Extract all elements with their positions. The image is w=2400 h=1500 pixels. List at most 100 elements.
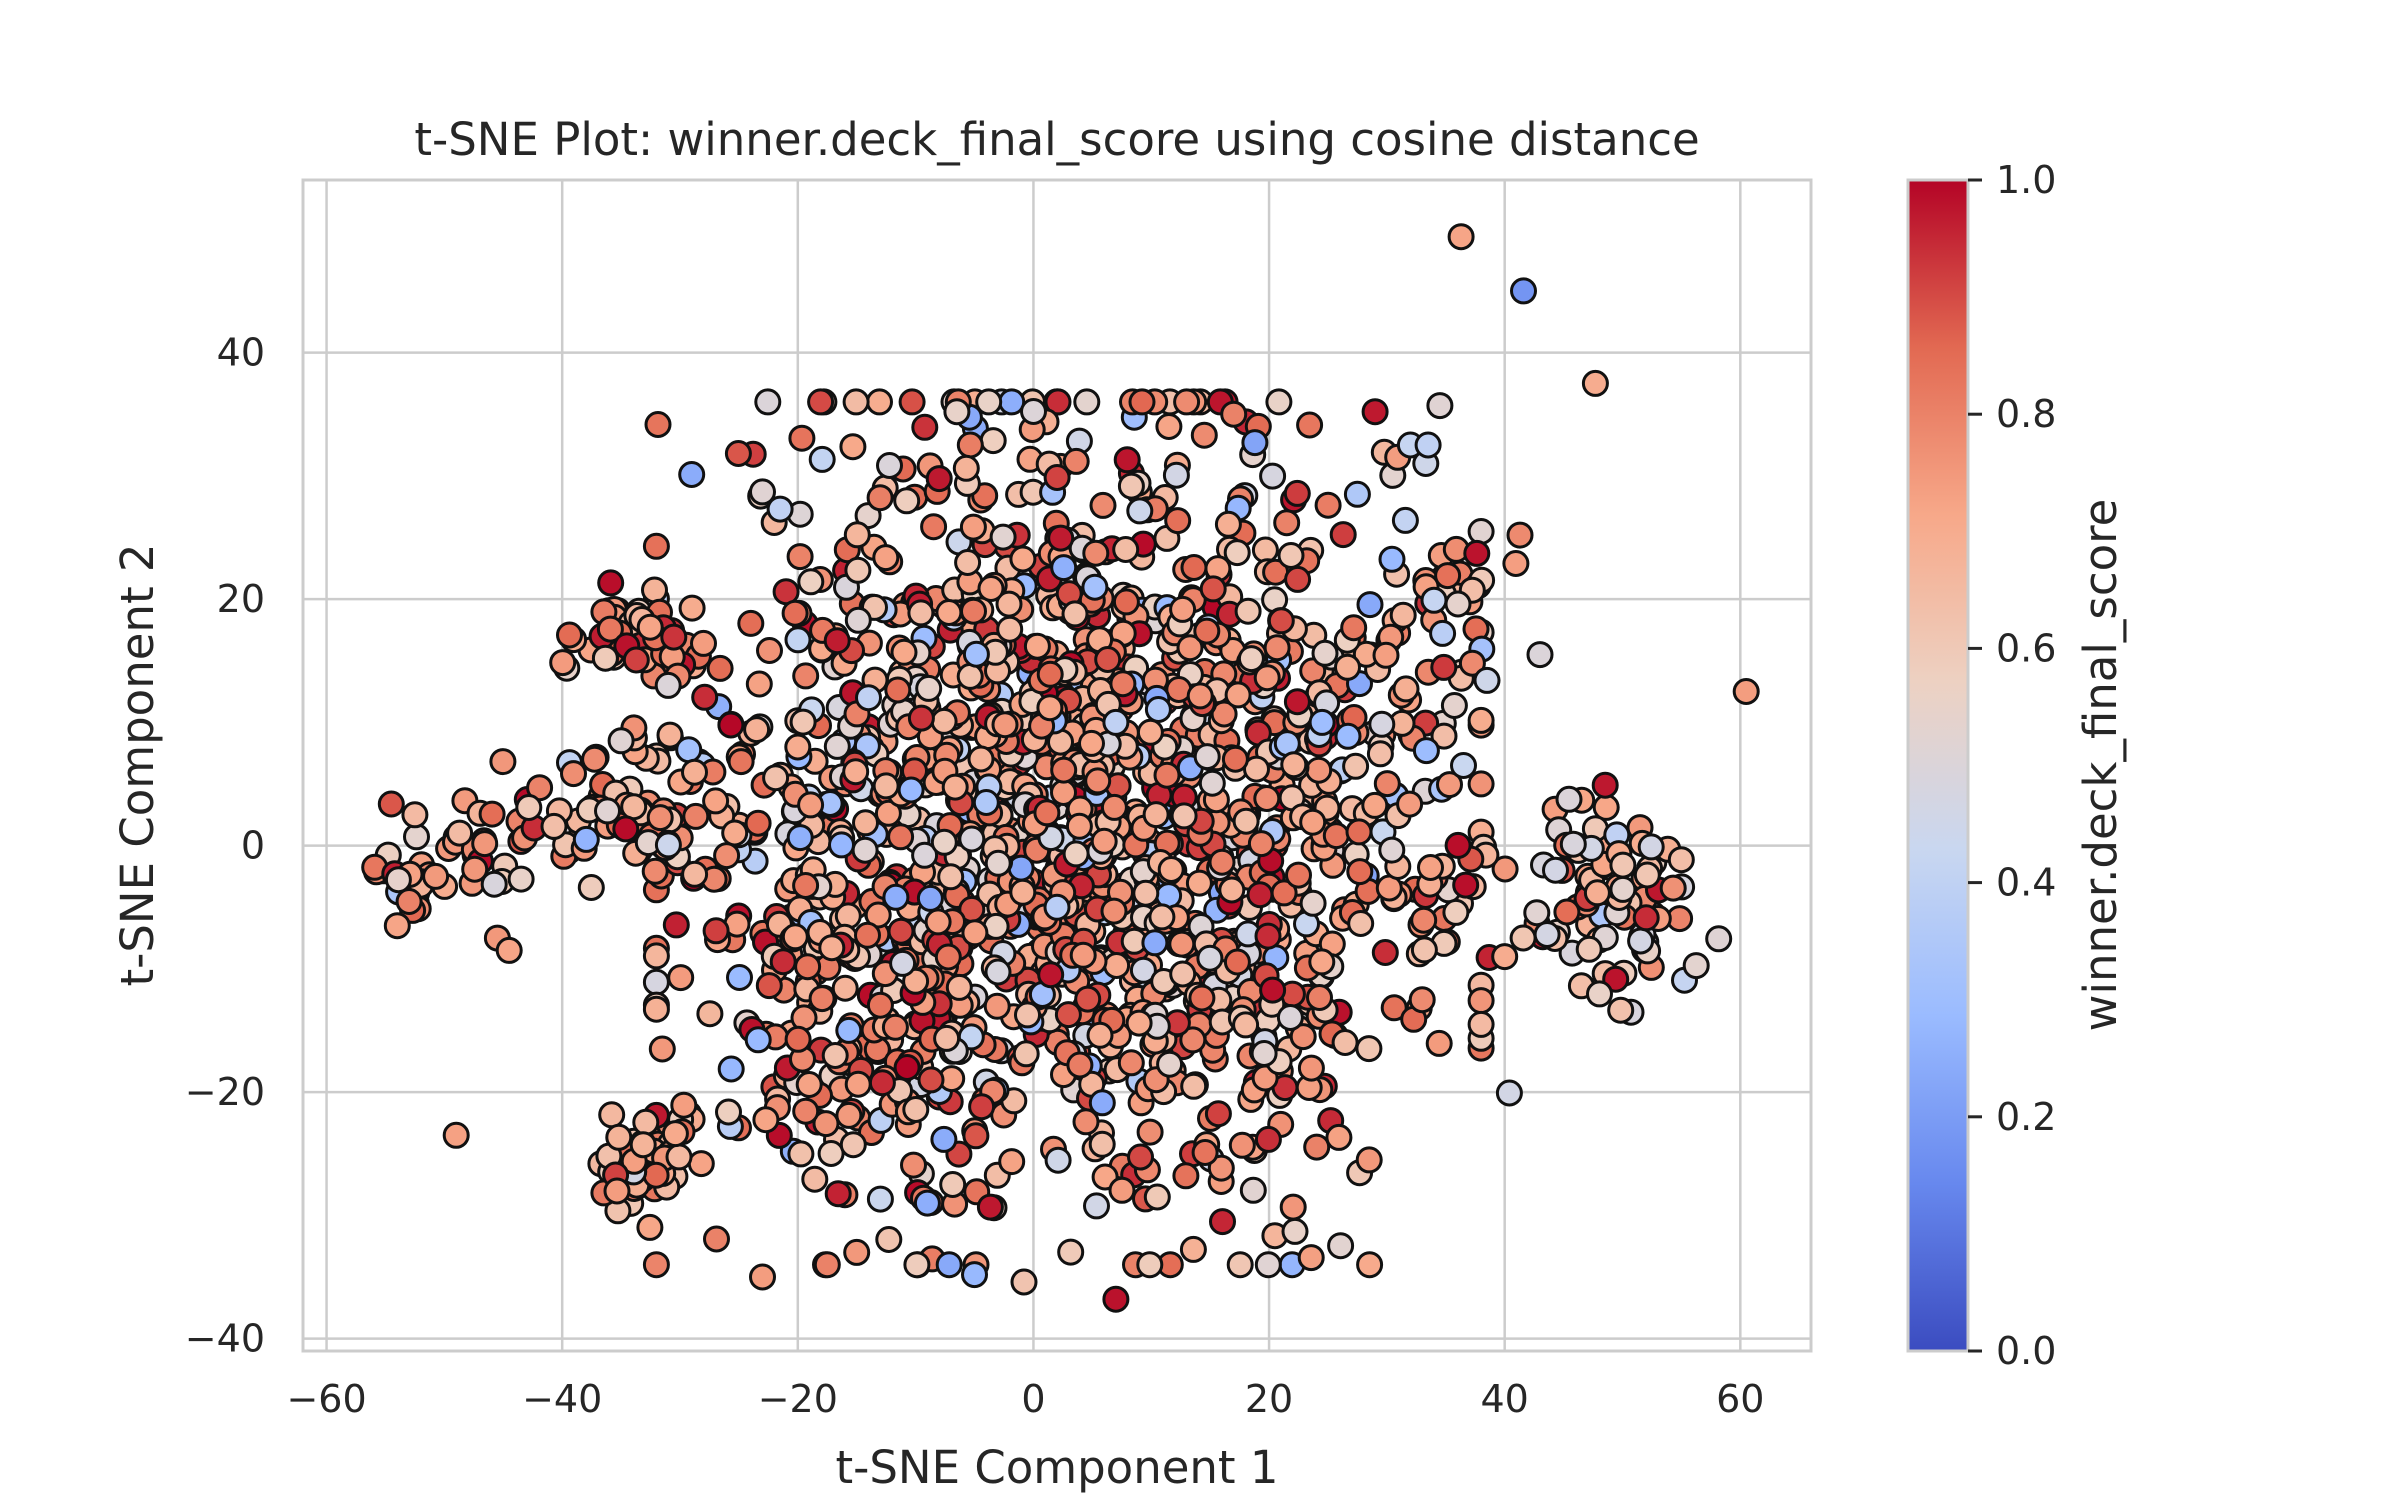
scatter-point [755,972,783,1000]
scatter-point [808,445,836,473]
scatter-point [1148,903,1176,931]
scatter-point [915,674,943,702]
scatter-point [1263,634,1291,662]
scatter-point [1533,921,1561,948]
scatter-point [1581,369,1609,397]
scatter-point [959,513,987,541]
scatter-point [887,917,915,945]
scatter-point [1334,722,1362,750]
scatter-point [1083,1192,1110,1220]
x-axis-ticks: −60 −40 −20 0 20 40 60 [286,1377,1764,1421]
scatter-point [792,1097,820,1125]
scatter-point [1430,653,1458,681]
scatter-point [945,973,973,1001]
scatter-point [1009,878,1037,906]
scatter-point [821,1042,849,1069]
scatter-point [1285,861,1312,889]
scatter-point [446,819,474,847]
scatter-point [717,1055,745,1083]
scatter-point [823,732,851,760]
scatter-point [1463,539,1491,567]
scatter-point [844,556,872,584]
scatter-point [983,992,1011,1020]
scatter-point [1467,770,1495,798]
scatter-point [874,799,902,827]
x-tick-label: 20 [1245,1377,1293,1421]
scatter-point [1434,562,1462,590]
scatter-point [1276,1004,1304,1031]
colorbar-tick-label: 0.2 [1996,1095,2056,1139]
scatter-point [715,1098,742,1126]
scatter-point [1199,575,1227,603]
scatter-point [839,1131,867,1159]
scatter-point [642,532,670,560]
scatter-point [934,943,962,971]
scatter-point [636,1213,664,1241]
scatter-point [598,1101,626,1129]
scatter-point [754,388,782,416]
scatter-point [752,1106,780,1134]
scatter-point [401,801,429,829]
scatter-point [1247,830,1275,858]
scatter-point [1371,939,1399,966]
scatter-point [1283,479,1311,507]
scatter-point [813,1251,841,1279]
scatter-point [889,949,917,977]
scatter-point [1127,1143,1154,1171]
scatter-point [1057,1238,1085,1266]
scatter-point [1586,980,1613,1008]
scatter-point [1347,910,1375,937]
scatter-point [1186,682,1214,710]
scatter-point [1297,1054,1325,1082]
scatter-point [1609,875,1637,903]
scatter-point [1220,400,1248,428]
scatter-point [916,884,944,912]
scatter-point [1265,388,1293,416]
scatter-point [549,649,577,677]
scatter-point [1289,1023,1317,1051]
scatter-point [1155,413,1183,440]
scatter-point [784,626,812,654]
scatter-point [844,1070,872,1098]
scatter-point [1143,1183,1171,1211]
scatter-point [1061,600,1089,628]
scatter-point [1308,948,1336,976]
scatter-point [1204,1100,1232,1128]
scatter-point [1410,906,1438,934]
scatter-point [1297,1244,1325,1272]
scatter-point [1136,718,1164,746]
scatter-point [605,1123,633,1151]
scatter-point [952,454,980,482]
scatter-point [661,1120,689,1148]
scatter-point [1322,822,1350,850]
scatter-point [749,478,776,506]
scatter-point [1609,851,1637,879]
scatter-point [1254,922,1282,950]
scatter-point [1526,641,1554,669]
scatter-point [900,1151,927,1179]
scatter-point [744,809,772,837]
scatter-point [690,629,717,657]
scatter-point [1023,632,1051,660]
colorbar-tick-label: 0.6 [1996,626,2056,670]
scatter-point [1169,960,1197,988]
scatter-point [656,721,684,749]
scatter-point [1607,996,1635,1024]
scatter-point [620,793,648,821]
scatter-point [1391,506,1419,534]
scatter-point [954,549,982,576]
scatter-point [1185,869,1213,897]
scatter-point [1221,745,1249,773]
scatter-point [1331,1029,1359,1056]
scatter-point [1170,802,1198,830]
scatter-point [1173,388,1201,416]
scatter-point [1436,771,1463,799]
scatter-point [786,543,814,571]
scatter-point [792,662,820,690]
colorbar-ticks: 0.0 0.2 0.4 0.6 0.8 1.0 [1968,158,2056,1373]
y-tick-label: −40 [185,1317,265,1361]
scatter-point [961,1261,988,1289]
scatter-point [1168,930,1196,958]
scatter-point [756,637,783,664]
scatter-point [884,676,912,704]
